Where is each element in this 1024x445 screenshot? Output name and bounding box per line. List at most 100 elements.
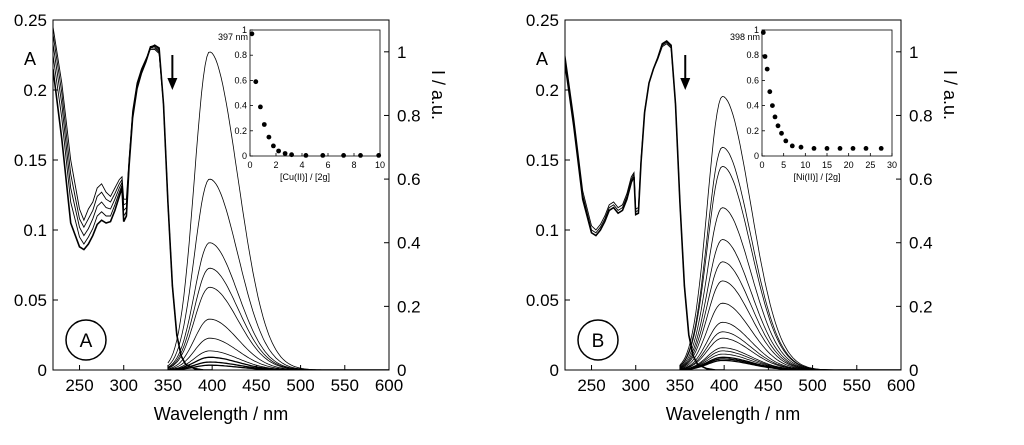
y-left-tick-label: 0.2 (23, 81, 47, 100)
inset-x-axis-label: [Ni(II)] / [2g] (793, 172, 840, 182)
inset-data-point (261, 122, 267, 127)
inset-data-point (772, 114, 778, 120)
quench-arrow-head (680, 78, 691, 90)
emission-series-line (679, 359, 901, 370)
inset-y-tick-label: 0.4 (234, 101, 247, 111)
y-left-tick-label: 0.05 (526, 291, 559, 310)
y-right-tick-label: 0 (909, 361, 918, 380)
quench-arrow-head (167, 78, 178, 90)
y-left-tick-label: 0 (550, 361, 559, 380)
y-right-tick-label: 0.8 (397, 106, 421, 125)
emission-series-line (679, 95, 901, 370)
absorbance-series-line (565, 41, 725, 370)
inset-x-tick-label: 10 (375, 160, 385, 170)
y-right-tick-label: 0.6 (909, 170, 933, 189)
emission-series-line (167, 51, 389, 370)
inset-x-axis-label: [Cu(II)] / [2g] (280, 172, 330, 182)
emission-series-line (167, 267, 389, 370)
y-right-tick-label: 0.6 (397, 170, 421, 189)
panel-label-circle (577, 319, 619, 361)
absorbance-series-line (53, 33, 213, 370)
panel-label: A (80, 331, 93, 352)
inset-x-tick-label: 30 (887, 160, 897, 170)
y-right-axis-label: I / a.u. (940, 70, 960, 120)
y-right-tick-label: 0.8 (909, 106, 933, 125)
inset-data-point (320, 153, 326, 158)
y-left-tick-label: 0.25 (526, 11, 559, 30)
panel-label-circle (65, 319, 107, 361)
y-left-tick-label: 0.1 (23, 221, 47, 240)
inset-data-point (789, 143, 795, 149)
inset-data-point (798, 144, 804, 150)
y-left-tick-label: 0.15 (526, 151, 559, 170)
x-tick-label: 450 (754, 376, 782, 395)
inset-x-tick-label: 6 (325, 160, 330, 170)
y-left-tick-label: 0.15 (14, 151, 47, 170)
x-tick-label: 350 (666, 376, 694, 395)
inset-y-tick-label: 1 (754, 25, 759, 35)
inset-frame (761, 29, 893, 157)
absorbance-series-line (53, 44, 213, 370)
inset-data-point (779, 130, 784, 136)
emission-series-line (167, 242, 389, 370)
emission-series-line (679, 207, 901, 370)
inset-x-tick-label: 4 (299, 160, 304, 170)
inset-y-tick-label: 0.2 (746, 126, 759, 136)
x-tick-label: 300 (110, 376, 138, 395)
inset-x-tick-label: 15 (822, 160, 832, 170)
y-right-tick-label: 0.2 (397, 297, 421, 316)
x-tick-label: 600 (375, 376, 403, 395)
inset-data-point (376, 153, 382, 158)
curves-group (565, 39, 901, 370)
emission-series-line (679, 146, 901, 370)
inset-x-tick-label: 0 (759, 160, 764, 170)
inset-y-tick-label: 0.6 (234, 75, 247, 85)
x-tick-label: 550 (843, 376, 871, 395)
y-right-tick-label: 0.2 (909, 297, 933, 316)
inset-x-tick-label: 25 (865, 160, 875, 170)
inset-data-point (276, 148, 281, 154)
inset-data-point (837, 146, 843, 151)
inset-data-point (341, 153, 346, 158)
inset-frame (249, 29, 381, 157)
chart-panel-a: 0 0.05 0.1 0.15 0.2 0.25 0 0.2 0.4 0.6 0.8 1 250 300 3… (14, 11, 448, 424)
emission-series-line (167, 337, 389, 370)
inset-data-point (303, 153, 309, 158)
inset-y-tick-label: 1 (242, 25, 247, 35)
inset-data-point (249, 31, 255, 37)
inset-y-tick-label: 0.4 (746, 101, 759, 111)
y-left-tick-label: 0.25 (14, 11, 47, 30)
inset-y-tick-label: 0.6 (746, 75, 759, 85)
x-tick-label: 400 (710, 376, 738, 395)
inset-data-point (824, 146, 830, 151)
x-tick-label: 350 (154, 376, 182, 395)
inset-x-tick-label: 8 (351, 160, 356, 170)
y-right-axis-label: I / a.u. (428, 70, 448, 120)
y-left-axis-label: A (536, 49, 548, 69)
inset-y-tick-label: 0.8 (234, 50, 247, 60)
absorbance-series-line (53, 26, 213, 370)
inset-data-point (850, 146, 856, 151)
x-axis-label: Wavelength / nm (666, 404, 800, 424)
inset-data-point (266, 134, 272, 140)
emission-series-line (679, 321, 901, 370)
x-tick-label: 550 (331, 376, 359, 395)
emission-series-line (679, 302, 901, 370)
inset-data-point (358, 153, 363, 158)
inset-y-tick-label: 0.8 (746, 50, 759, 60)
inset-annotation: 397 nm (218, 32, 248, 42)
panel-label: B (592, 331, 605, 352)
inset-x-tick-label: 2 (273, 160, 278, 170)
inset-data-point (282, 151, 288, 156)
x-tick-label: 300 (622, 376, 650, 395)
y-left-tick-label: 0.05 (14, 291, 47, 310)
inset-annotation: 398 nm (730, 32, 760, 42)
emission-series-line (167, 178, 389, 370)
inset-data-point (878, 146, 884, 151)
inset-data-point (770, 103, 775, 108)
y-right-tick-label: 1 (909, 43, 918, 62)
emission-series-line (167, 286, 389, 370)
y-left-axis-label: A (24, 49, 36, 69)
emission-series-line (679, 261, 901, 370)
x-tick-label: 400 (198, 376, 226, 395)
